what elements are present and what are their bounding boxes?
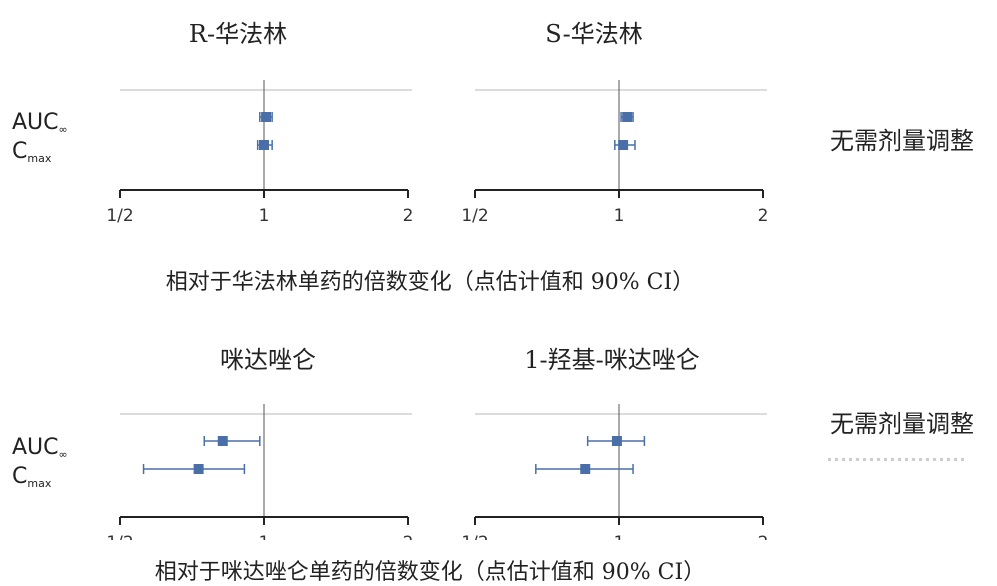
x-tick-label: 1 — [259, 206, 270, 226]
point-estimate — [217, 436, 228, 446]
x-tick-label: 1 — [614, 206, 625, 226]
point-estimate — [261, 112, 272, 122]
row-label-auc-main: AUC — [12, 110, 59, 135]
x-tick-label: 1/2 — [461, 206, 488, 226]
point-estimate — [580, 464, 591, 474]
point-estimate — [618, 140, 629, 150]
forest-plot-1-oh-midazolam: 1/2 1 2 — [461, 404, 769, 540]
caption-bottom: 相对于咪达唑仑单药的倍数变化（点估计值和 90% CI） — [154, 560, 706, 585]
x-tick-label: 1/2 — [461, 533, 488, 540]
x-tick-label: 1/2 — [106, 206, 133, 226]
x-tick-label: 1/2 — [106, 533, 133, 540]
row-label-auc-main-bottom: AUC — [12, 435, 59, 460]
caption-top: 相对于华法林单药的倍数变化（点估计值和 90% CI） — [165, 270, 695, 295]
row-label-cmax-sub: max — [27, 152, 52, 165]
row-label-auc: AUC∞ — [12, 110, 68, 136]
row-label-auc-sub: ∞ — [58, 123, 68, 136]
row-label-cmax-sub-bottom: max — [27, 477, 52, 490]
x-tick-label: 2 — [403, 533, 414, 540]
panel-title-r-warfarin: R-华法林 — [188, 20, 288, 48]
x-tick-label: 2 — [403, 206, 414, 226]
row-label-cmax: Cmax — [12, 139, 52, 165]
point-estimate — [611, 436, 622, 446]
point-estimate — [622, 112, 633, 122]
forest-plot-midazolam: 1/2 1 2 — [106, 404, 414, 540]
panel-title-midazolam: 咪达唑仑 — [220, 346, 316, 374]
conclusion-top: 无需剂量调整 — [830, 127, 974, 155]
panel-title-s-warfarin: S-华法林 — [545, 20, 643, 48]
row-label-auc-bottom: AUC∞ — [12, 435, 68, 461]
row-label-auc-sub-bottom: ∞ — [58, 448, 68, 461]
faded-artifact — [828, 458, 968, 461]
row-label-cmax-main: C — [12, 139, 28, 164]
forest-plot-s-warfarin: 1/2 1 2 — [461, 80, 769, 226]
point-estimate — [193, 464, 204, 474]
panel-title-1-oh-midazolam: 1-羟基-咪达唑仑 — [524, 346, 700, 374]
x-tick-label: 2 — [758, 206, 769, 226]
x-tick-label: 1 — [259, 533, 270, 540]
x-tick-label: 2 — [758, 533, 769, 540]
point-estimate — [259, 140, 269, 150]
row-label-cmax-bottom: Cmax — [12, 464, 52, 490]
row-label-cmax-main-bottom: C — [12, 464, 28, 489]
x-tick-label: 1 — [614, 533, 625, 540]
conclusion-bottom: 无需剂量调整 — [830, 410, 974, 438]
forest-plot-r-warfarin: 1/2 1 2 — [106, 80, 414, 226]
